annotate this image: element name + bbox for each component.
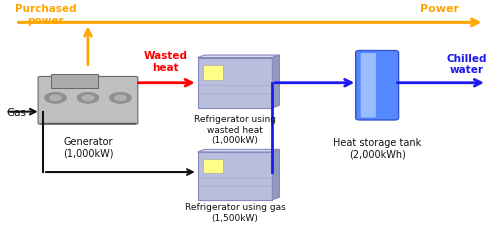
Circle shape (114, 95, 127, 102)
Text: Gas: Gas (6, 107, 26, 117)
Circle shape (110, 93, 132, 104)
Circle shape (49, 95, 62, 102)
Text: Refrigerator using
wasted heat
(1,000kW): Refrigerator using wasted heat (1,000kW) (194, 115, 276, 144)
Circle shape (44, 93, 66, 104)
FancyBboxPatch shape (50, 75, 98, 88)
FancyBboxPatch shape (356, 51, 399, 120)
Text: Chilled
water: Chilled water (446, 53, 487, 75)
Circle shape (82, 95, 94, 102)
FancyBboxPatch shape (198, 58, 272, 108)
Text: Purchased
power: Purchased power (15, 5, 76, 26)
Text: Generator
(1,000kW): Generator (1,000kW) (62, 136, 113, 158)
Polygon shape (198, 56, 280, 58)
Bar (202, 66, 223, 81)
Polygon shape (272, 150, 280, 200)
Text: Heat storage tank
(2,000kWh): Heat storage tank (2,000kWh) (333, 137, 422, 159)
Text: Wasted
heat: Wasted heat (143, 51, 187, 72)
Bar (202, 159, 223, 174)
FancyBboxPatch shape (360, 54, 376, 118)
FancyBboxPatch shape (198, 152, 272, 200)
Polygon shape (198, 150, 280, 152)
Text: Power: Power (420, 5, 459, 14)
Text: Refrigerator using gas
(1,500kW): Refrigerator using gas (1,500kW) (184, 202, 286, 222)
Circle shape (77, 93, 99, 104)
FancyBboxPatch shape (38, 77, 138, 125)
Polygon shape (272, 56, 280, 108)
